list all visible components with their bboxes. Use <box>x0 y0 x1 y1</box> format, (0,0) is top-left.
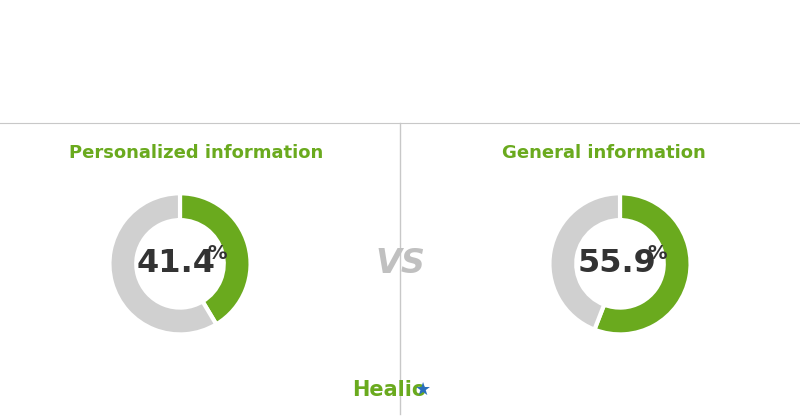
Text: General information: General information <box>502 144 706 162</box>
Wedge shape <box>550 193 620 330</box>
Text: Healio: Healio <box>353 380 426 400</box>
Wedge shape <box>594 193 690 334</box>
Text: Colorectal cancer screening rates at 6 months: Colorectal cancer screening rates at 6 m… <box>128 32 672 52</box>
Text: ★: ★ <box>414 381 430 399</box>
Text: VS: VS <box>375 247 425 280</box>
Text: Personalized information: Personalized information <box>69 144 323 162</box>
Text: among patients who received:: among patients who received: <box>222 83 578 103</box>
Text: 55.9: 55.9 <box>577 248 656 279</box>
Text: 41.4: 41.4 <box>137 248 216 279</box>
Wedge shape <box>180 193 250 324</box>
Text: %: % <box>647 244 666 263</box>
Text: %: % <box>207 244 226 263</box>
Wedge shape <box>110 193 216 334</box>
